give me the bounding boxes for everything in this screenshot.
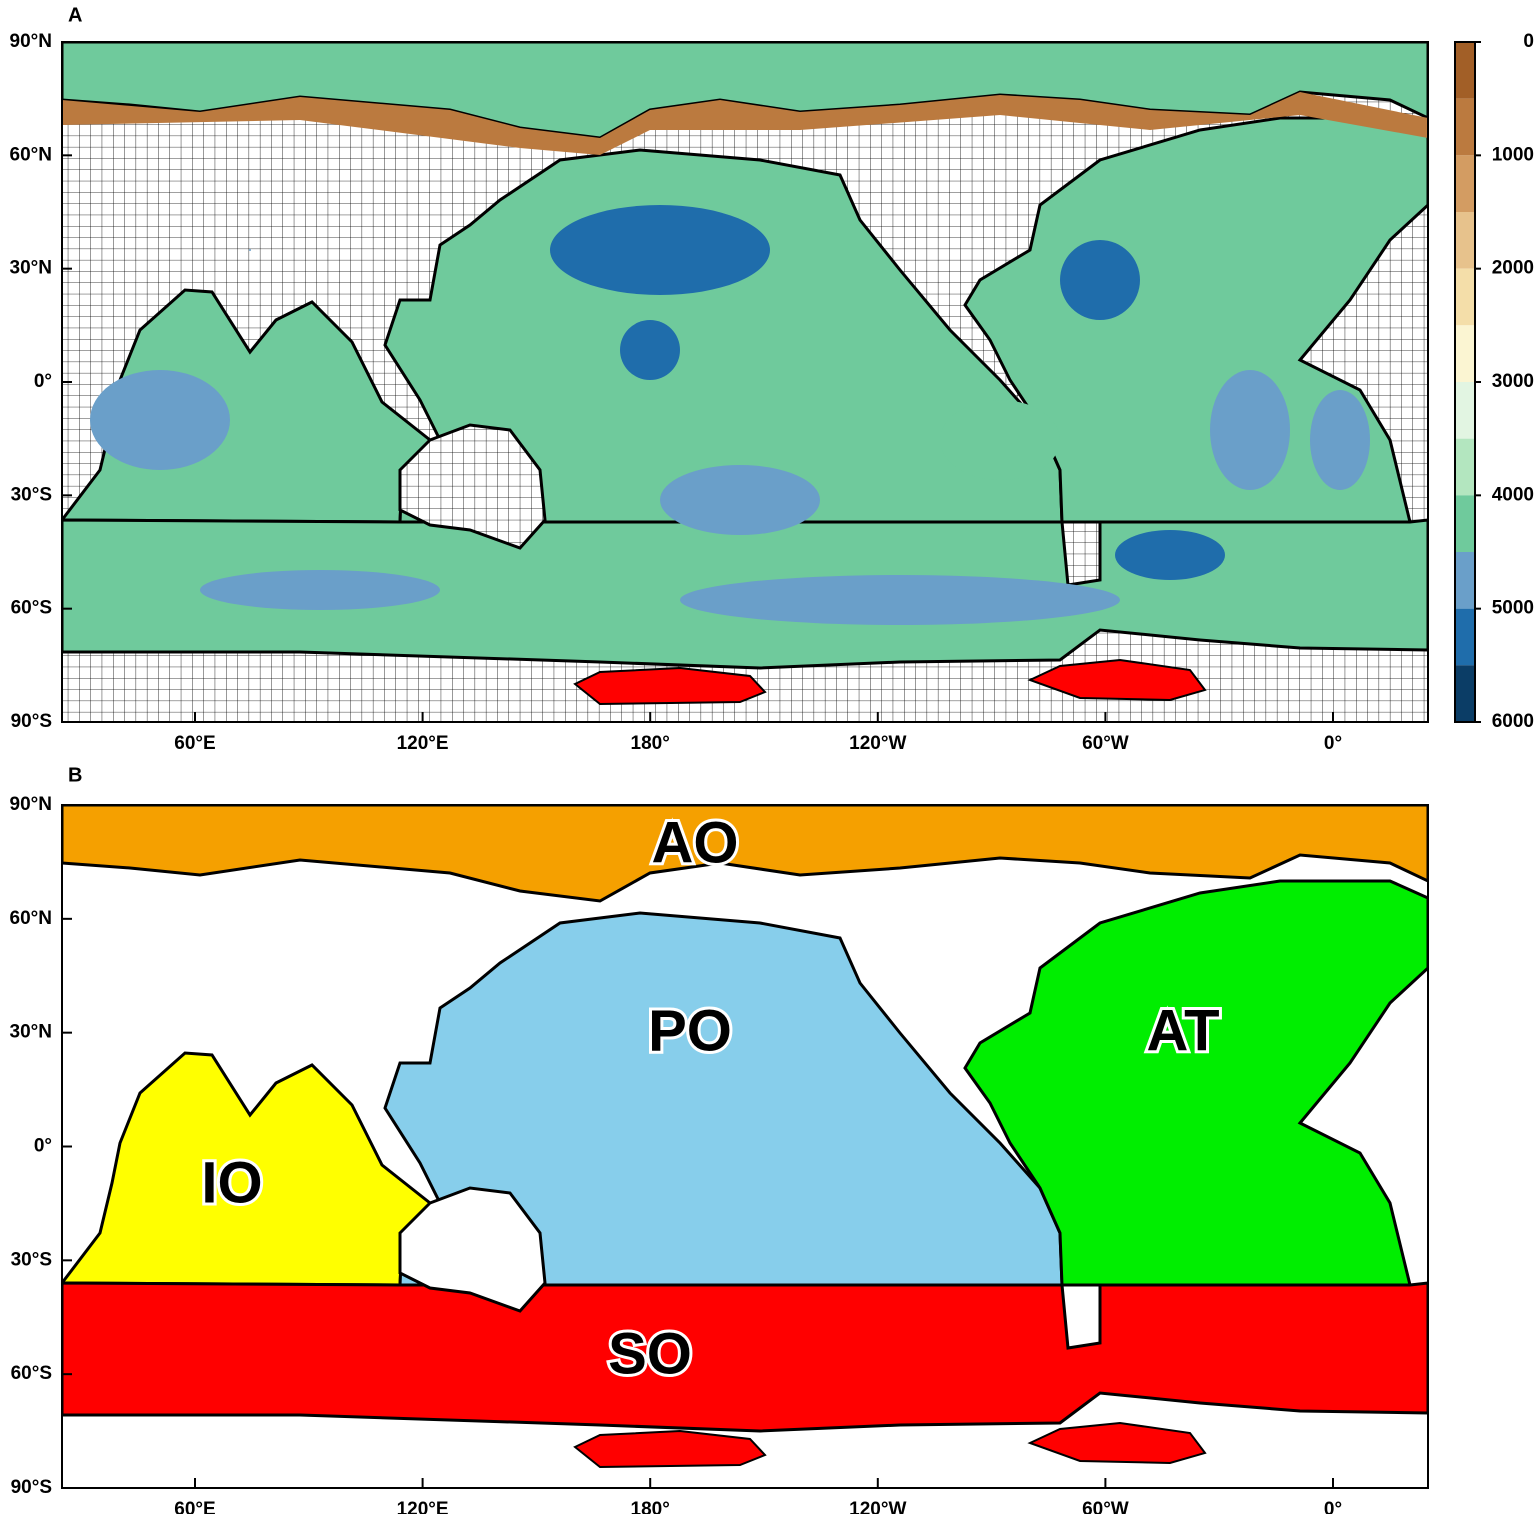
lat-label: 90°N — [10, 31, 52, 52]
depth-blob — [620, 320, 680, 380]
depth-blob — [249, 249, 251, 251]
lon-label: 120°W — [849, 1499, 906, 1514]
lon-label: 120°E — [397, 733, 449, 754]
colorbar-band — [1455, 552, 1475, 609]
map — [62, 805, 1428, 1485]
lat-label: 30°S — [11, 1249, 52, 1270]
colorbar-label: 2000 — [1492, 258, 1534, 279]
ice-shelf — [573, 1429, 767, 1469]
colorbar-band — [1455, 98, 1475, 156]
lon-label: 180° — [631, 733, 670, 754]
lat-label: 30°N — [10, 1022, 52, 1043]
colorbar-band — [1455, 268, 1475, 326]
depth-blob — [200, 570, 440, 610]
map-layer — [62, 42, 1428, 722]
ocean-atlantic — [963, 879, 1428, 1287]
lon-label: 120°W — [849, 733, 906, 754]
region-label: IO — [201, 1150, 262, 1215]
shelf — [62, 92, 1428, 155]
lat-label: 30°N — [10, 258, 52, 279]
colorbar-label: 1000 — [1492, 144, 1534, 165]
ocean-atlantic — [963, 116, 1428, 524]
lat-label: 0° — [34, 1136, 52, 1157]
map — [62, 42, 1428, 722]
lon-label: 60°W — [1082, 733, 1129, 754]
region-label: AO — [652, 810, 739, 875]
depth-blob — [1060, 240, 1140, 320]
ice-shelf — [1027, 1421, 1207, 1465]
panel-letter: A — [68, 4, 82, 26]
lat-label: 60°N — [10, 908, 52, 929]
depth-blob — [940, 400, 1060, 480]
region-label: AT — [1146, 998, 1219, 1063]
depth-blob — [90, 370, 230, 470]
depth-blob — [660, 465, 820, 535]
colorbar-band — [1455, 212, 1475, 269]
lon-label: 0° — [1324, 733, 1342, 754]
colorbar-band — [1455, 608, 1475, 666]
region-label: PO — [648, 998, 732, 1063]
lon-label: 180° — [631, 1499, 670, 1514]
colorbar-band — [1455, 665, 1475, 722]
colorbar-label: 6000 — [1492, 711, 1534, 732]
lat-label: 60°S — [11, 598, 52, 619]
colorbar-label: 4000 — [1492, 484, 1534, 505]
lat-label: 90°S — [11, 1477, 52, 1498]
depth-blob — [1310, 390, 1370, 490]
ice-shelf — [1027, 658, 1207, 702]
colorbar-label: 5000 — [1492, 598, 1534, 619]
lat-label: 60°S — [11, 1363, 52, 1384]
lat-label: 90°S — [11, 711, 52, 732]
lon-label: 0° — [1324, 1499, 1342, 1514]
lat-label: 90°N — [10, 794, 52, 815]
depth-blob — [1210, 370, 1290, 490]
colorbar-label: 0 — [1523, 31, 1534, 52]
lon-label: 60°E — [174, 733, 215, 754]
lat-label: 60°N — [10, 144, 52, 165]
colorbar-band — [1455, 495, 1475, 552]
lon-label: 120°E — [397, 1499, 449, 1514]
depth-blob — [1115, 530, 1225, 580]
region-label: SO — [608, 1321, 692, 1386]
colorbar-band — [1455, 382, 1475, 439]
depth-blob — [680, 575, 1120, 625]
map-layer — [62, 805, 1428, 1485]
panel-letter: B — [68, 764, 82, 786]
lat-label: 30°S — [11, 484, 52, 505]
ocean-arctic — [62, 805, 1428, 903]
depth-blob — [550, 205, 770, 295]
australia — [398, 423, 547, 550]
colorbar-band — [1455, 438, 1475, 496]
colorbar-band — [1455, 155, 1475, 212]
ocean-pacific — [383, 911, 1064, 1287]
lat-label: 0° — [34, 371, 52, 392]
lon-label: 60°E — [174, 1499, 215, 1514]
colorbar-band — [1455, 325, 1475, 382]
ocean-southern — [62, 1281, 1428, 1433]
ice-shelf — [573, 666, 767, 706]
colorbar-band — [1455, 42, 1475, 99]
colorbar-label: 3000 — [1492, 371, 1534, 392]
australia — [398, 1186, 547, 1313]
lon-label: 60°W — [1082, 1499, 1129, 1514]
